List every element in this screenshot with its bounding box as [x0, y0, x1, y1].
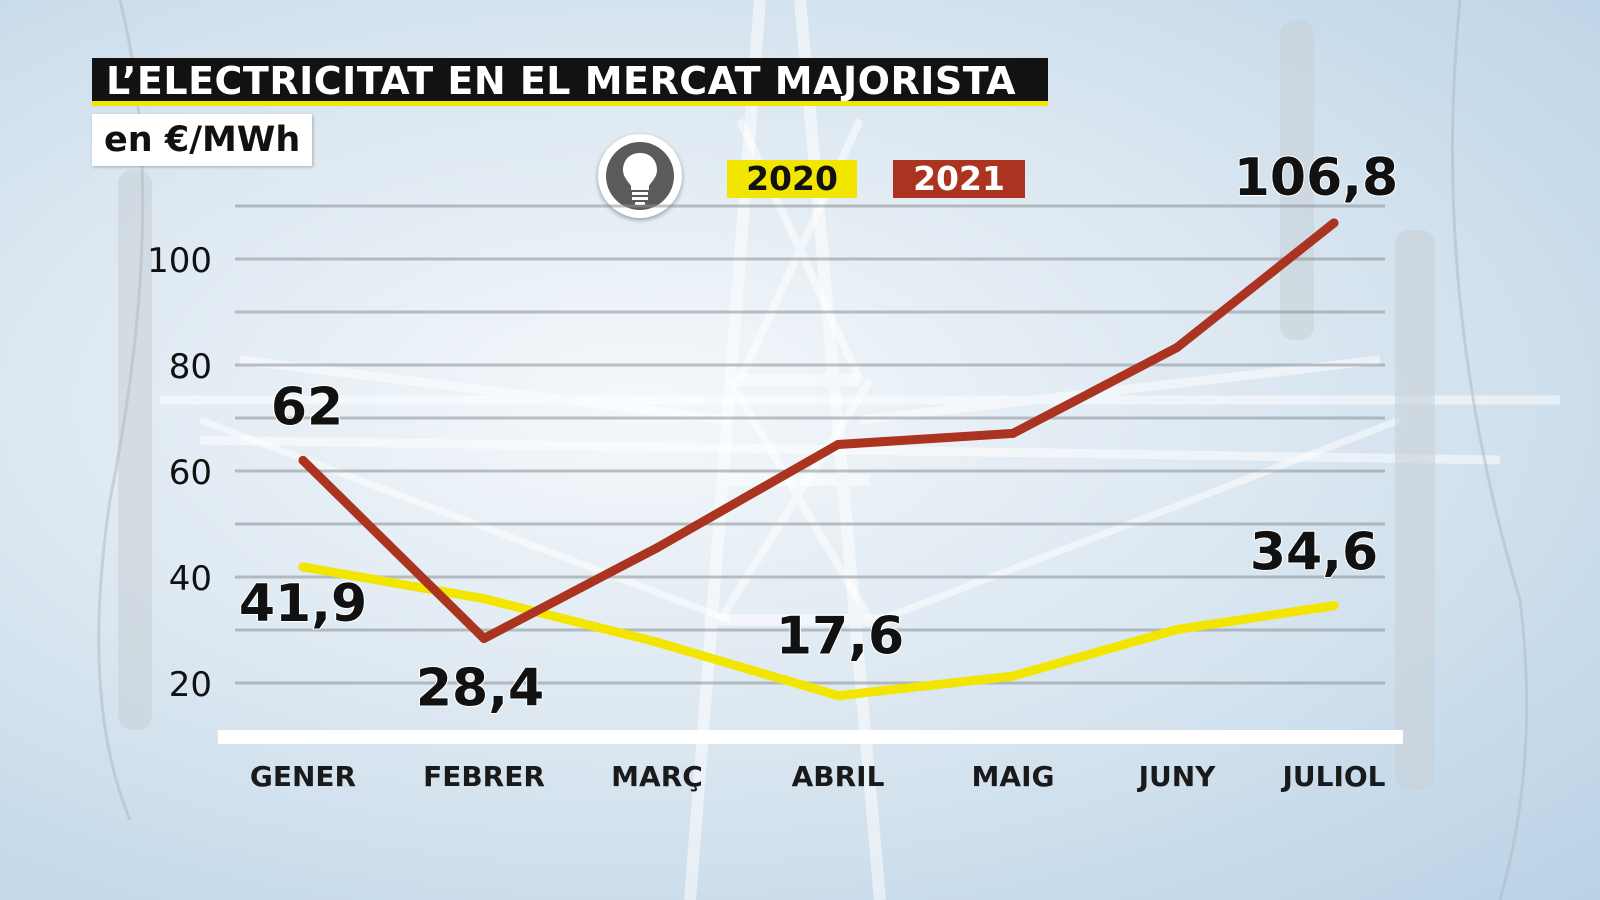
x-tick-label: JULIOL: [1280, 760, 1385, 793]
data-point-2020: [1329, 601, 1339, 611]
data-label-2021: 62: [271, 377, 343, 437]
data-point-2021: [833, 440, 843, 449]
data-point-2021: [652, 543, 662, 553]
lightbulb-icon: [598, 134, 682, 218]
data-point-2020: [652, 637, 662, 647]
chart-unit-label: en €/MWh: [92, 114, 313, 166]
data-label-2021: 106,8: [1234, 148, 1398, 208]
lightbulb-glyph: [606, 142, 674, 210]
data-label-2021: 28,4: [416, 658, 544, 718]
x-tick-label: MARÇ: [611, 760, 703, 793]
x-tick-label: JUNY: [1137, 760, 1217, 793]
legend-2021: 2021: [893, 160, 1025, 198]
x-axis-baseline: [218, 730, 1403, 744]
data-point-2020: [833, 691, 843, 701]
x-tick-label: GENER: [250, 760, 356, 793]
chart-title: L’ELECTRICITAT EN EL MERCAT MAJORISTA: [92, 58, 1048, 106]
y-tick-label: 60: [169, 453, 212, 493]
y-tick-label: 80: [169, 347, 212, 387]
data-point-2021: [1329, 218, 1339, 228]
data-label-2020: 41,9: [239, 574, 367, 634]
y-tick-label: 40: [169, 559, 212, 599]
data-point-2020: [1172, 624, 1182, 634]
y-tick-label: 20: [169, 665, 212, 705]
data-point-2020: [298, 562, 308, 572]
x-tick-label: MAIG: [972, 760, 1055, 793]
data-point-2021: [479, 633, 489, 643]
data-point-2021: [298, 455, 308, 465]
x-tick-label: FEBRER: [423, 760, 545, 793]
x-tick-label: ABRIL: [792, 760, 885, 793]
y-tick-label: 100: [147, 241, 212, 281]
data-label-2020: 34,6: [1250, 523, 1378, 583]
data-point-2021: [1172, 343, 1182, 353]
data-label-2020: 17,6: [776, 607, 904, 667]
legend-2020: 2020: [727, 160, 857, 198]
data-point-2021: [1008, 428, 1018, 438]
data-point-2020: [479, 594, 489, 604]
data-point-2020: [1008, 671, 1018, 681]
